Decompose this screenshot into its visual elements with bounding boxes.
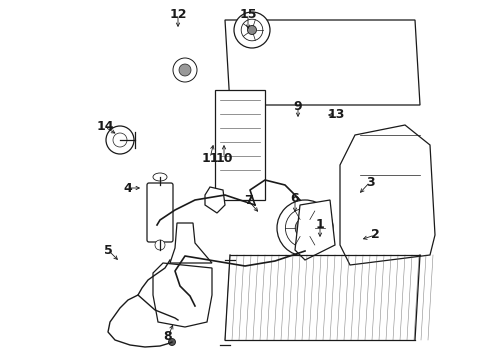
Polygon shape [225,20,420,105]
Text: 6: 6 [291,192,299,204]
Circle shape [155,240,165,250]
Circle shape [106,126,134,154]
Ellipse shape [153,173,167,181]
Polygon shape [340,125,435,265]
Circle shape [247,26,256,35]
Circle shape [285,208,324,248]
Text: 8: 8 [164,330,172,343]
Polygon shape [170,223,212,263]
Circle shape [169,338,175,346]
Circle shape [241,19,263,41]
Text: 9: 9 [294,100,302,113]
Text: 15: 15 [239,9,257,22]
Text: 4: 4 [123,181,132,194]
Polygon shape [295,200,335,260]
Circle shape [277,200,333,256]
Circle shape [113,133,127,147]
Circle shape [173,58,197,82]
Bar [215,90,265,200]
Text: 7: 7 [244,194,252,207]
Text: 14: 14 [96,121,114,134]
Circle shape [153,221,161,229]
Text: 1: 1 [316,219,324,231]
Text: 10: 10 [215,152,233,165]
Text: 3: 3 [366,175,374,189]
Text: 12: 12 [169,9,187,22]
Circle shape [179,64,191,76]
Circle shape [295,218,315,238]
Polygon shape [153,263,212,327]
Text: 11: 11 [201,152,219,165]
Circle shape [234,12,270,48]
Text: 2: 2 [370,229,379,242]
Text: 13: 13 [327,108,344,122]
Text: 5: 5 [103,243,112,256]
Polygon shape [205,187,225,213]
FancyBboxPatch shape [147,183,173,242]
